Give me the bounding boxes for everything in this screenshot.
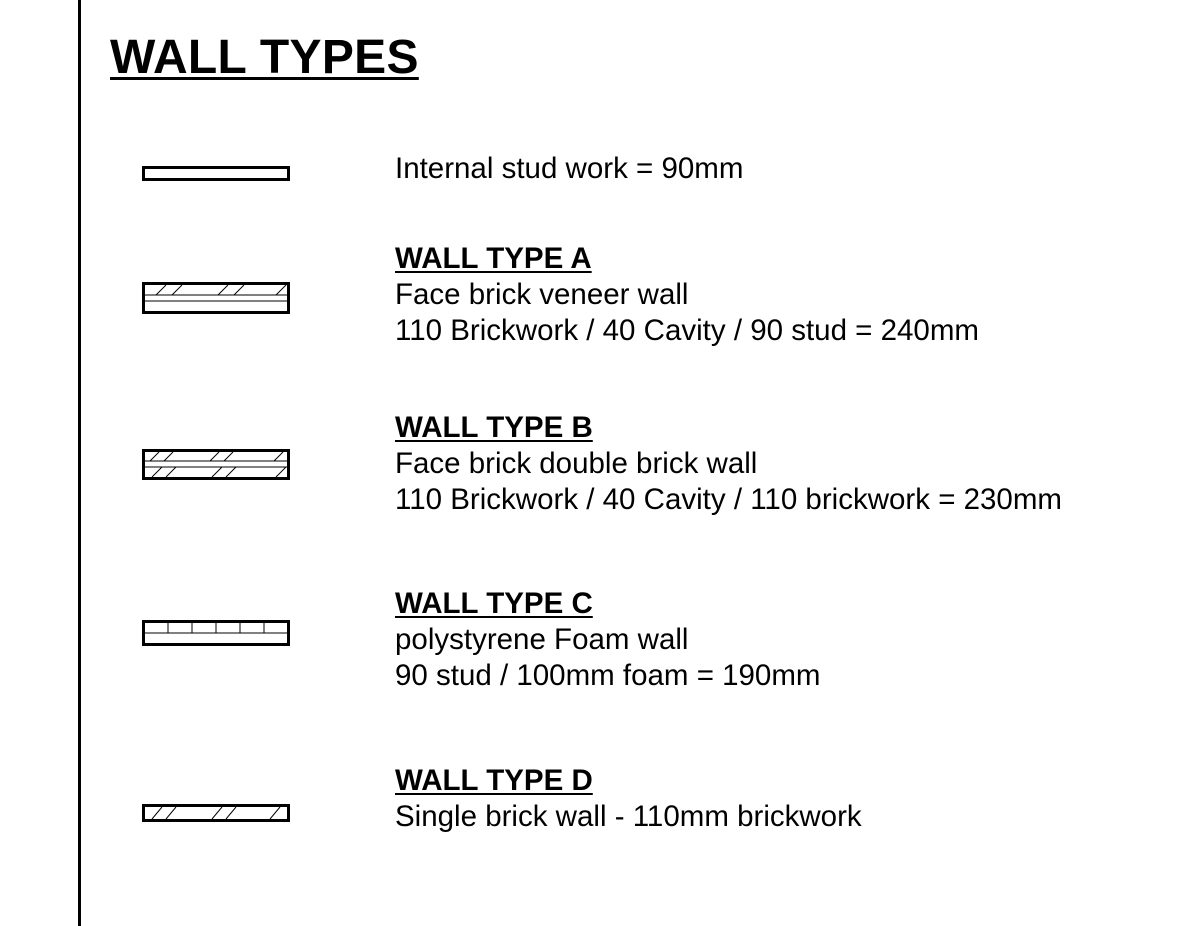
stud-wall-symbol	[142, 166, 290, 184]
foam-wall-symbol	[142, 620, 290, 650]
wall-type-a-line-1: Face brick veneer wall	[395, 278, 689, 311]
wall-type-b-heading: WALL TYPE B	[395, 411, 593, 444]
wall-type-b-line-1: Face brick double brick wall	[395, 447, 758, 480]
wall-type-c-heading: WALL TYPE C	[395, 587, 593, 620]
veneer-wall-symbol	[142, 282, 290, 316]
wall-type-b-description: WALL TYPE B Face brick double brick wall…	[395, 410, 1062, 518]
wall-type-d-description: WALL TYPE D Single brick wall - 110mm br…	[395, 763, 862, 835]
sheet-border-line	[78, 0, 81, 926]
wall-type-c-line-1: polystyrene Foam wall	[395, 623, 689, 656]
wall-type-a-line-2: 110 Brickwork / 40 Cavity / 90 stud = 24…	[395, 314, 979, 347]
wall-type-d-line-1: Single brick wall - 110mm brickwork	[395, 800, 862, 833]
single-brick-wall-symbol	[142, 804, 290, 824]
wall-type-d-heading: WALL TYPE D	[395, 764, 593, 797]
wall-type-a-heading: WALL TYPE A	[395, 242, 592, 275]
stud-wall-description: Internal stud work = 90mm	[395, 151, 743, 187]
stud-wall-line-1: Internal stud work = 90mm	[395, 152, 744, 185]
page-title: WALL TYPES	[110, 31, 419, 84]
wall-type-a-description: WALL TYPE A Face brick veneer wall 110 B…	[395, 241, 979, 349]
wall-type-b-line-2: 110 Brickwork / 40 Cavity / 110 brickwor…	[395, 483, 1062, 516]
wall-type-c-line-2: 90 stud / 100mm foam = 190mm	[395, 659, 821, 692]
double-brick-wall-symbol	[142, 449, 290, 483]
wall-type-c-description: WALL TYPE C polystyrene Foam wall 90 stu…	[395, 586, 821, 694]
